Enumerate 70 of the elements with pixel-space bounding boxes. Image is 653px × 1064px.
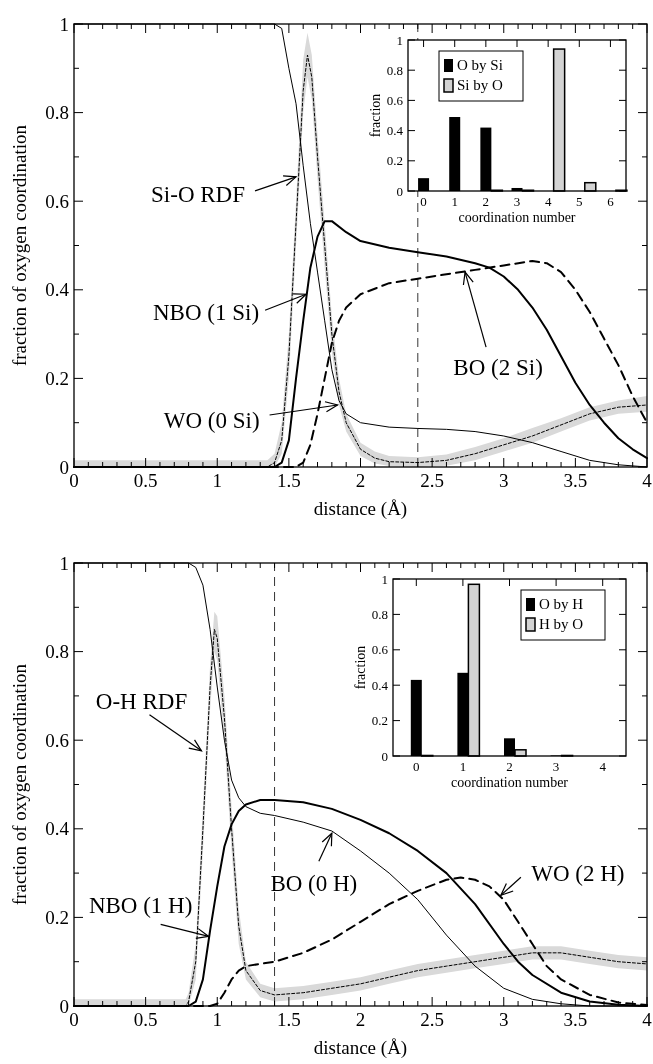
x-tick-label: 4 [544,194,552,209]
annotation: Si-O RDF [151,181,246,207]
y-axis-title: fraction of oxygen coordination [9,663,30,906]
y-tick-label: 0.8 [45,102,69,124]
x-tick-label: 1 [451,194,458,209]
y-axis-title: fraction [353,645,368,690]
y-tick-label: 0.4 [386,123,404,139]
x-tick-label: 4 [642,1009,653,1030]
annotation: NBO (1 Si) [153,300,260,326]
annotation: WO (0 Si) [163,407,260,433]
x-tick-label: 2.5 [420,1009,444,1030]
x-tick-label: 2.5 [420,470,444,491]
y-tick-label: 1 [59,552,69,574]
legend-label: O by H [539,596,584,612]
x-tick-label: 0.5 [133,1009,158,1030]
x-axis-title: distance (Å) [313,1037,408,1059]
y-tick-label: 0.2 [371,713,388,729]
x-tick-label: 1.5 [277,470,301,491]
y-tick-label: 0.6 [386,92,404,108]
x-tick-label: 3 [552,759,560,774]
y-tick-label: 0 [396,183,403,199]
x-tick-label: 1 [212,1009,222,1030]
legend-label: H by O [539,616,584,632]
x-tick-label: 3.5 [563,1009,588,1030]
x-axis-title: coordination number [458,210,576,225]
y-tick-label: 0.2 [45,368,69,390]
y-tick-label: 0.4 [45,818,70,840]
x-tick-label: 0 [413,759,420,774]
legend-label: O by Si [457,57,503,73]
x-tick-label: 1.5 [277,1009,301,1030]
y-axis-title: fraction [368,93,383,138]
x-tick-label: 5 [576,194,583,209]
x-tick-label: 4 [599,759,607,774]
y-tick-label: 0.8 [45,641,69,663]
x-tick-label: 0 [420,194,427,209]
y-tick-label: 0.6 [45,190,69,212]
y-tick-label: 0.8 [371,606,388,622]
y-tick-label: 0.4 [45,279,70,301]
y-tick-label: 0.6 [45,729,69,751]
y-tick-label: 0.2 [45,907,69,929]
annotation: O-H RDF [95,688,188,714]
y-tick-label: 0 [381,748,388,764]
y-tick-label: 1 [396,32,403,48]
annotation: WO (2 H) [531,861,625,887]
annotation: BO (2 Si) [453,355,543,381]
x-axis-title: distance (Å) [313,498,408,520]
y-tick-label: 0.6 [371,642,389,658]
annotation: BO (0 H) [270,871,358,897]
x-tick-label: 2 [506,759,513,774]
y-axis-title: fraction of oxygen coordination [9,124,30,367]
x-axis-title: coordination number [450,775,569,790]
annotation: NBO (1 H) [88,893,193,919]
x-tick-label: 2 [355,470,366,491]
x-tick-label: 3 [499,470,509,491]
y-tick-label: 0.2 [386,153,403,169]
legend-label: Si by O [457,77,504,93]
x-tick-label: 1 [212,470,222,491]
x-tick-label: 3 [513,194,521,209]
x-tick-label: 1 [459,759,467,774]
x-tick-label: 0.5 [133,470,158,491]
x-tick-label: 3 [499,1009,509,1030]
x-tick-label: 4 [642,470,653,491]
y-tick-label: 1 [381,571,388,587]
x-tick-label: 2 [355,1009,366,1030]
x-tick-label: 6 [607,194,615,209]
y-tick-label: 0.8 [386,62,403,78]
y-tick-label: 0.4 [371,677,389,693]
x-tick-label: 3.5 [563,470,588,491]
y-tick-label: 1 [59,13,69,35]
x-tick-label: 2 [482,194,490,209]
